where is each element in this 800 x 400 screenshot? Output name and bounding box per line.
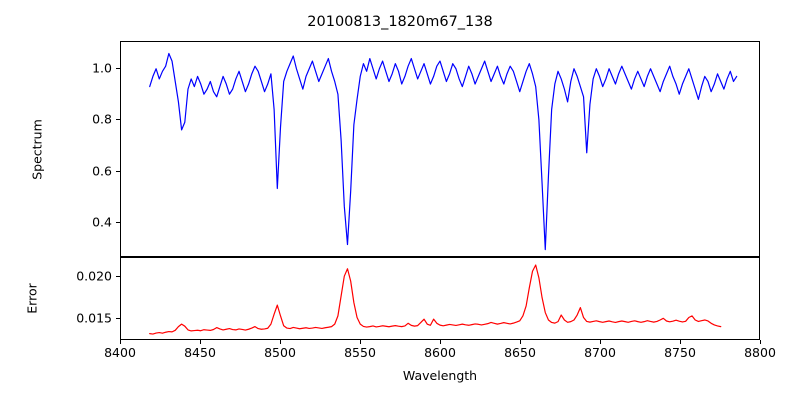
- x-tick-mark: [280, 340, 281, 344]
- x-tick-mark: [520, 340, 521, 344]
- y-axis-label-error: Error: [24, 283, 40, 314]
- x-tick-label: 8400: [104, 345, 136, 360]
- x-tick-mark: [360, 340, 361, 344]
- error-panel: [120, 257, 760, 340]
- y-tick-mark: [116, 170, 120, 172]
- x-tick-mark: [760, 340, 761, 344]
- x-tick-mark: [120, 340, 121, 344]
- y-tick-label: 1.0: [92, 60, 112, 76]
- error-plot-area: [121, 258, 759, 339]
- y-tick-label: 0.020: [76, 268, 112, 284]
- y-tick-mark: [116, 318, 120, 319]
- x-tick-label: 8500: [264, 345, 296, 360]
- x-axis-label: Wavelength: [402, 368, 478, 383]
- y-tick-mark: [116, 222, 120, 224]
- x-tick-mark: [600, 340, 601, 344]
- y-axis-label-spectrum: Spectrum: [29, 119, 45, 180]
- y-tick-label: 0.4: [92, 214, 112, 230]
- y-tick-label: 0.015: [76, 310, 112, 326]
- y-tick-label: 0.8: [92, 111, 112, 127]
- x-tick-label: 8550: [344, 345, 376, 360]
- y-tick-mark: [116, 68, 120, 69]
- x-tick-mark: [680, 340, 681, 344]
- y-tick-mark: [116, 119, 120, 121]
- error-line: [150, 265, 721, 334]
- spectrum-panel: [120, 41, 760, 257]
- spectrum-line: [150, 53, 737, 249]
- x-tick-label: 8800: [744, 345, 776, 360]
- x-tick-label: 8750: [664, 345, 696, 360]
- spectrum-plot-area: [121, 42, 759, 256]
- x-tick-label: 8450: [184, 345, 216, 360]
- x-tick-mark: [200, 340, 201, 344]
- y-tick-label: 0.6: [92, 163, 112, 179]
- page-title: 20100813_1820m67_138: [307, 14, 493, 30]
- x-tick-label: 8650: [504, 345, 536, 360]
- x-tick-mark: [440, 340, 441, 344]
- x-tick-label: 8700: [584, 345, 616, 360]
- y-tick-mark: [116, 275, 120, 277]
- x-tick-label: 8600: [424, 345, 456, 360]
